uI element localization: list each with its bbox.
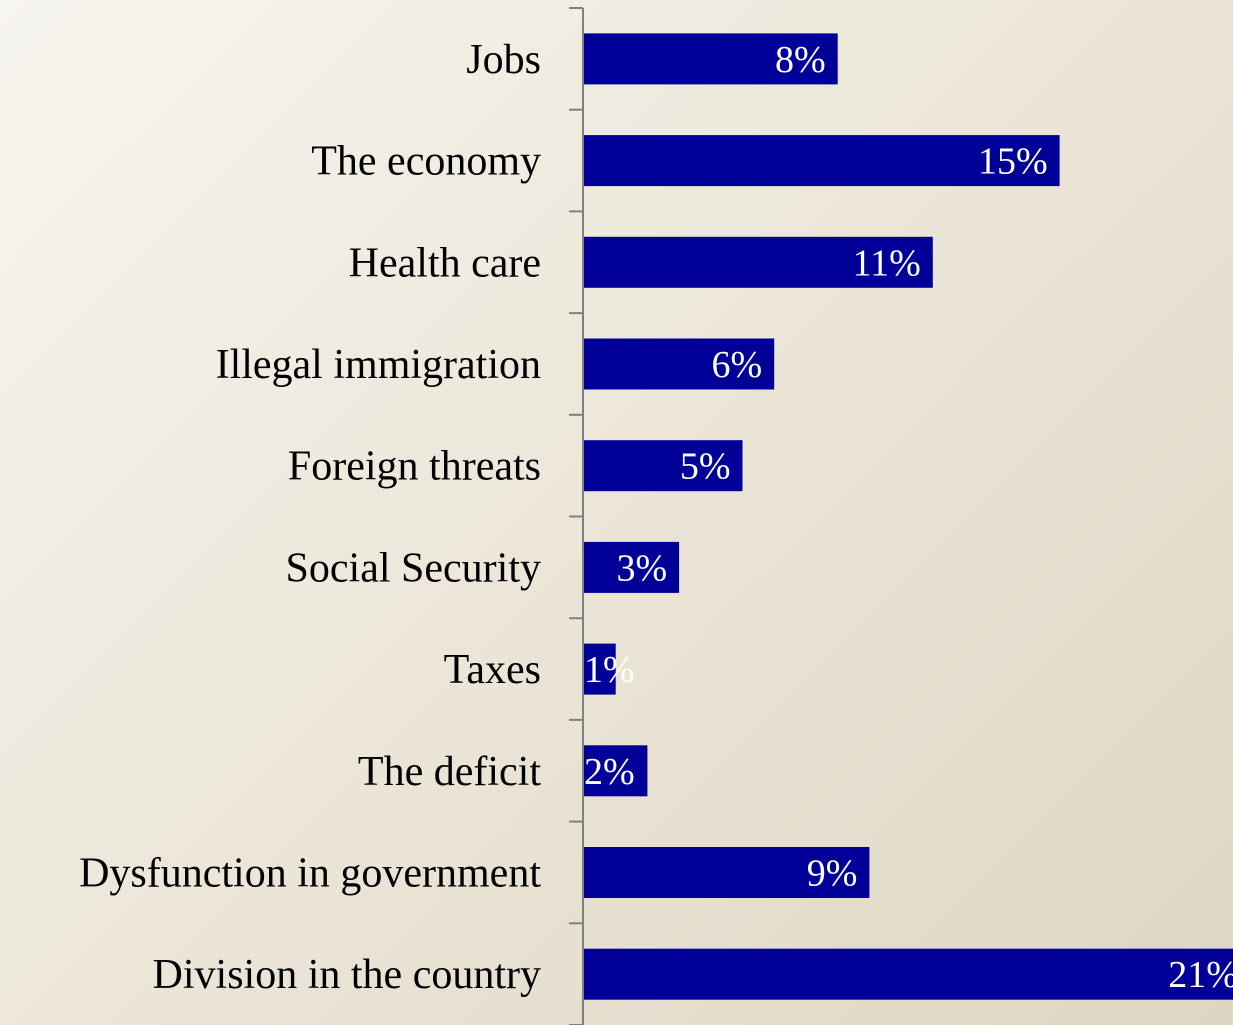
bar (584, 948, 1233, 1000)
data-label: 15% (978, 141, 1048, 183)
bar (584, 236, 933, 288)
bar (584, 338, 775, 390)
category-label: The economy (311, 139, 541, 185)
data-label: 21% (1168, 954, 1233, 996)
bar (584, 745, 648, 797)
bar (584, 440, 743, 492)
bar (584, 541, 680, 593)
data-label: 2% (584, 751, 635, 793)
category-label: The deficit (358, 749, 541, 795)
data-label: 8% (775, 39, 826, 81)
category-label: Social Security (286, 545, 541, 591)
bar (584, 643, 616, 695)
bar (584, 847, 870, 898)
bar (584, 135, 1060, 187)
bar (584, 33, 838, 85)
data-label: 9% (807, 853, 858, 895)
bars-layer (584, 33, 1233, 1000)
data-label: 1% (584, 649, 635, 691)
category-label: Foreign threats (288, 444, 541, 490)
data-label: 3% (616, 547, 667, 589)
data-label: 5% (680, 446, 731, 488)
category-label: Jobs (466, 37, 541, 83)
category-label: Health care (349, 240, 541, 286)
category-label: Division in the country (153, 952, 541, 998)
y-axis (569, 7, 584, 1025)
labels-layer: Jobs 8% The economy 15% Health care 11% Illega… (79, 37, 1233, 998)
data-label: 6% (712, 344, 763, 386)
category-label: Taxes (444, 647, 541, 693)
category-label: Illegal immigration (216, 342, 541, 388)
category-label: Dysfunction in government (79, 851, 541, 897)
data-label: 11% (853, 242, 921, 284)
